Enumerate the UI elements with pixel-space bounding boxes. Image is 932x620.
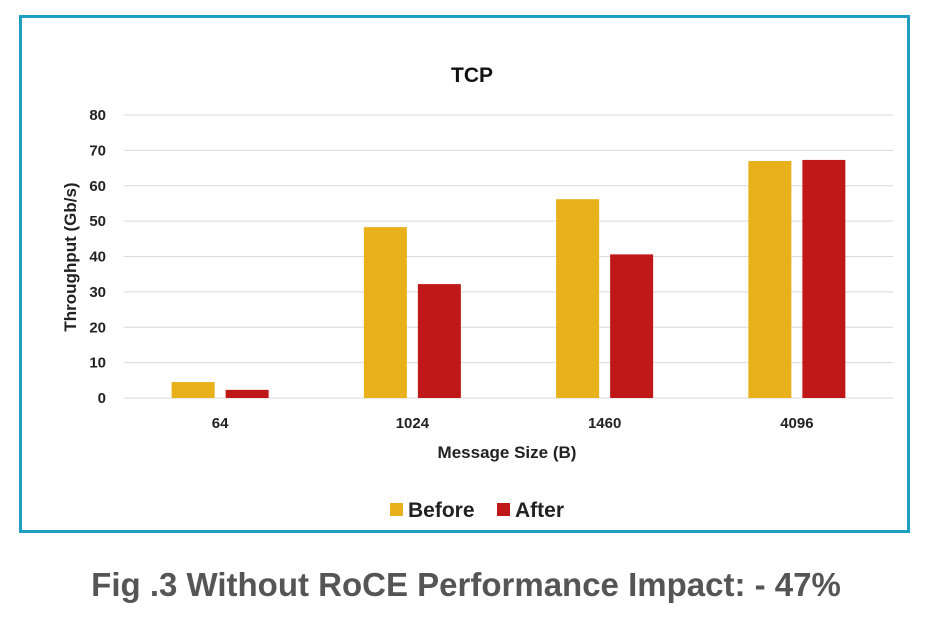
x-tick-label: 4096 xyxy=(780,415,813,432)
bar-after-1460 xyxy=(610,254,654,398)
bar-before-4096 xyxy=(748,160,792,398)
legend-label-before: Before xyxy=(408,499,475,522)
legend-swatch-after xyxy=(497,503,510,516)
bars xyxy=(171,159,846,398)
chart: 0 10 20 30 40 50 60 70 80 64 1024 1460 4096 TCP Mess… xyxy=(61,64,893,522)
bar-before-64 xyxy=(171,382,215,398)
y-axis-title: Throughput (Gb/s) xyxy=(61,182,80,331)
y-tick-label: 60 xyxy=(89,178,106,195)
x-tick-label: 64 xyxy=(212,415,229,432)
y-tick-label: 20 xyxy=(89,319,106,336)
figure-caption: Fig .3 Without RoCE Performance Impact: … xyxy=(91,566,841,603)
bar-after-1024 xyxy=(417,284,461,398)
x-tick-label: 1024 xyxy=(396,415,430,432)
y-tick-label: 40 xyxy=(89,249,106,266)
bar-after-4096 xyxy=(802,159,846,398)
y-tick-label: 30 xyxy=(89,284,106,301)
bar-before-1024 xyxy=(363,227,407,398)
tick-labels: 0 10 20 30 40 50 60 70 80 64 1024 1460 4096 xyxy=(89,107,813,432)
bar-after-64 xyxy=(225,389,269,398)
bar-before-1460 xyxy=(556,199,600,398)
x-axis-title: Message Size (B) xyxy=(438,443,577,462)
x-tick-label: 1460 xyxy=(588,415,621,432)
legend: Before After xyxy=(390,499,564,522)
y-tick-label: 0 xyxy=(98,390,106,407)
legend-swatch-before xyxy=(390,503,403,516)
y-tick-label: 50 xyxy=(89,213,106,230)
chart-title: TCP xyxy=(451,64,493,87)
y-tick-label: 70 xyxy=(89,142,106,159)
legend-label-after: After xyxy=(515,499,564,522)
y-tick-label: 10 xyxy=(89,355,106,372)
y-tick-label: 80 xyxy=(89,107,106,124)
